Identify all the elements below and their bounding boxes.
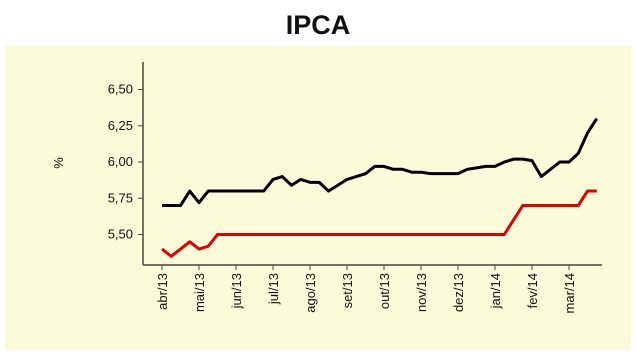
x-tick-label: set/13	[340, 273, 355, 308]
series-line	[161, 189, 597, 258]
x-tick-label: mai/13	[192, 273, 207, 312]
x-tick-label: dez/13	[451, 273, 466, 312]
y-tick-label: 5,50	[108, 227, 133, 242]
chart-panel	[5, 46, 631, 350]
y-tick-label: 5,75	[108, 190, 133, 205]
x-tick-label: mar/14	[562, 273, 577, 313]
x-tick-label: ago/13	[303, 273, 318, 313]
x-tick-label: nov/13	[414, 273, 429, 312]
x-tick-label: jun/13	[229, 273, 244, 309]
series-line	[162, 117, 599, 208]
y-tick-label: 6,00	[108, 154, 133, 169]
x-tick-label: jul/13	[266, 273, 281, 305]
chart-title: IPCA	[286, 10, 351, 40]
y-tick-label: 6,25	[108, 118, 133, 133]
x-tick-label: abr/13	[155, 273, 170, 310]
x-tick-label: fev/14	[525, 273, 540, 308]
y-tick-label: 6,50	[108, 82, 133, 97]
x-tick-label: jan/14	[488, 273, 503, 309]
y-axis-label: %	[51, 157, 66, 169]
x-tick-label: out/13	[377, 273, 392, 309]
